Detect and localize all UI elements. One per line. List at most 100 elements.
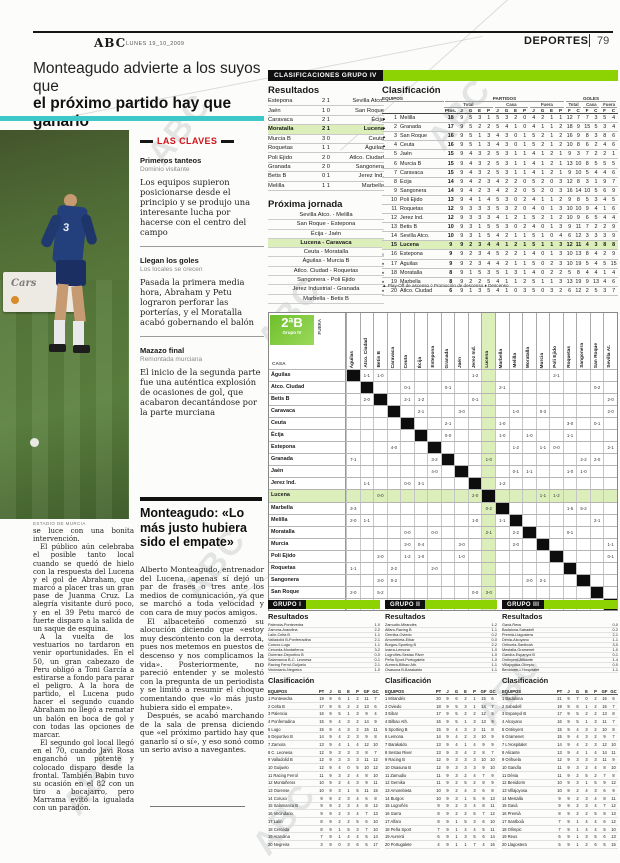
grid-score-cell — [535, 526, 550, 538]
stat: 12 — [602, 741, 607, 747]
grid-score-cell — [603, 454, 617, 466]
team-name: Lucena — [269, 490, 346, 502]
group-bar: GRUPO II — [385, 600, 497, 609]
stat: 3 — [464, 757, 467, 763]
grid-score-cell — [589, 478, 604, 490]
team-name: 6 Deportivo B — [268, 734, 293, 740]
stat: 4 — [496, 142, 500, 149]
grid-diagonal-cell — [413, 430, 428, 442]
grid-row: Sangonera 3-0 0-2 3-0 2-1 — [269, 573, 617, 586]
fixture-row: Águilas - Murcia B — [268, 257, 384, 267]
stat: 1 — [541, 160, 545, 167]
points: 12 — [447, 205, 454, 212]
stat: 3 — [338, 757, 341, 763]
stat: 9 — [329, 780, 332, 786]
stat: 9 — [329, 703, 332, 709]
grid-score-cell — [413, 586, 428, 598]
score: 0-2 — [612, 628, 619, 632]
points: 9 — [449, 251, 453, 258]
keys-title: LAS CLAVES — [157, 136, 218, 146]
grid-score-cell — [508, 502, 523, 514]
team-name: 17 Santboià — [502, 818, 524, 824]
grid-score-cell — [535, 418, 550, 430]
stat: 5 — [356, 765, 359, 771]
grid-score-cell: 2-2 — [576, 454, 590, 466]
stat: 2 — [347, 734, 350, 740]
date-label: LUNES 19_10_2009 — [126, 41, 185, 47]
group-result-row: Premià-Llagostera 2-1 — [502, 633, 618, 638]
column-header: GC — [610, 689, 617, 694]
team-name: Poli Ejido — [400, 196, 423, 203]
grid-score-cell: 0-2 — [386, 574, 401, 586]
stat: 7 — [320, 834, 323, 840]
team-name: 12 Gernika — [385, 780, 406, 786]
stat: 9 — [460, 160, 464, 167]
grid-score-cell — [467, 430, 482, 442]
team-name: 11 Racing Ferrol — [268, 772, 298, 778]
stat: 9 — [329, 765, 332, 771]
grid-score-cell — [413, 370, 428, 382]
stat: 3 — [478, 260, 482, 267]
grid-row: Jerez Ind. 1-1 0-0 3-1 1-2 — [269, 477, 617, 490]
grid-score-cell — [373, 478, 387, 490]
group-result-row: Osasuna B-Barakaldo 1-1 — [385, 668, 497, 673]
team-name: 5 Lugo — [268, 726, 281, 732]
grid-score-cell — [535, 502, 550, 514]
stat: 9 — [446, 818, 449, 824]
stat: 2 — [356, 726, 359, 732]
group-standings-row: 13 Amorebieta 10 9 2 4 3 6 8 — [385, 787, 497, 795]
stat: 9 — [329, 818, 332, 824]
group-standings-row: 15 Logroñés 9 9 2 3 4 8 11 — [385, 803, 497, 811]
grid-score-cell — [346, 490, 360, 502]
stat: 9 — [612, 187, 616, 194]
stat: 12 — [319, 749, 324, 755]
stat: 4 — [356, 803, 359, 809]
grid-score-cell — [359, 550, 374, 562]
match-label: Benidorm-L'Hospitalet — [502, 668, 540, 672]
stat: 10 — [490, 818, 495, 824]
column-header: PT — [318, 689, 325, 694]
group-table-header: EQUIPOS PT J G E P GF GC — [268, 687, 380, 695]
stat: 1 — [478, 196, 482, 203]
team-name: Moratalla — [400, 269, 423, 276]
grid-diagonal-cell — [359, 382, 374, 394]
stat: 8 — [585, 160, 589, 167]
group-result-row: Benidorm-L'Hospitalet 1-1 — [502, 668, 618, 673]
stat: 5 — [532, 233, 536, 240]
grid-diagonal-cell — [454, 466, 468, 478]
stat: 6 — [612, 695, 615, 701]
stat: 2 — [505, 187, 509, 194]
group-results-list: Palencia-Pontevedra 1-0 Zamora-Arandina 2-2… — [268, 623, 380, 673]
stat: 1 — [514, 160, 518, 167]
team-name: Sevilla At. — [607, 345, 613, 368]
column-header: P — [594, 689, 597, 694]
stat: 12 — [566, 115, 573, 122]
grid-score-cell — [495, 526, 509, 538]
stat: 9 — [567, 826, 570, 832]
match-label: Logroñés-Sestao River — [385, 653, 424, 657]
stat: 2 — [487, 151, 491, 158]
grid-score-cell — [359, 538, 374, 550]
team-name: 2 Sabadell — [502, 703, 522, 709]
stat: 9 — [585, 205, 589, 212]
stat: 9 — [576, 124, 580, 131]
grid-score-cell — [427, 538, 441, 550]
grid-score-cell: 2-1 — [535, 574, 550, 586]
grid-column-header: Ceuta — [400, 313, 414, 369]
grid-score-cell: 1-2 — [495, 478, 509, 490]
stat: 7 — [491, 703, 494, 709]
grid-score-cell: 1-0 — [413, 550, 428, 562]
team-name: 6 Gramenet — [502, 734, 524, 740]
stat: 1 — [559, 115, 563, 122]
stat: 1 — [576, 841, 579, 847]
stat: 2 — [585, 287, 589, 294]
grid-score-cell — [454, 490, 468, 502]
stat: 1 — [612, 151, 616, 158]
stat: 11 — [364, 757, 369, 763]
masthead-rule — [33, 31, 613, 33]
grid-score-cell — [576, 562, 590, 574]
stat: 3 — [559, 224, 563, 231]
stat: 3 — [356, 826, 359, 832]
group-results-list: Gavà-Reus 0-0 Badalona-Sabadell 0-2 Premià-L… — [502, 623, 618, 673]
